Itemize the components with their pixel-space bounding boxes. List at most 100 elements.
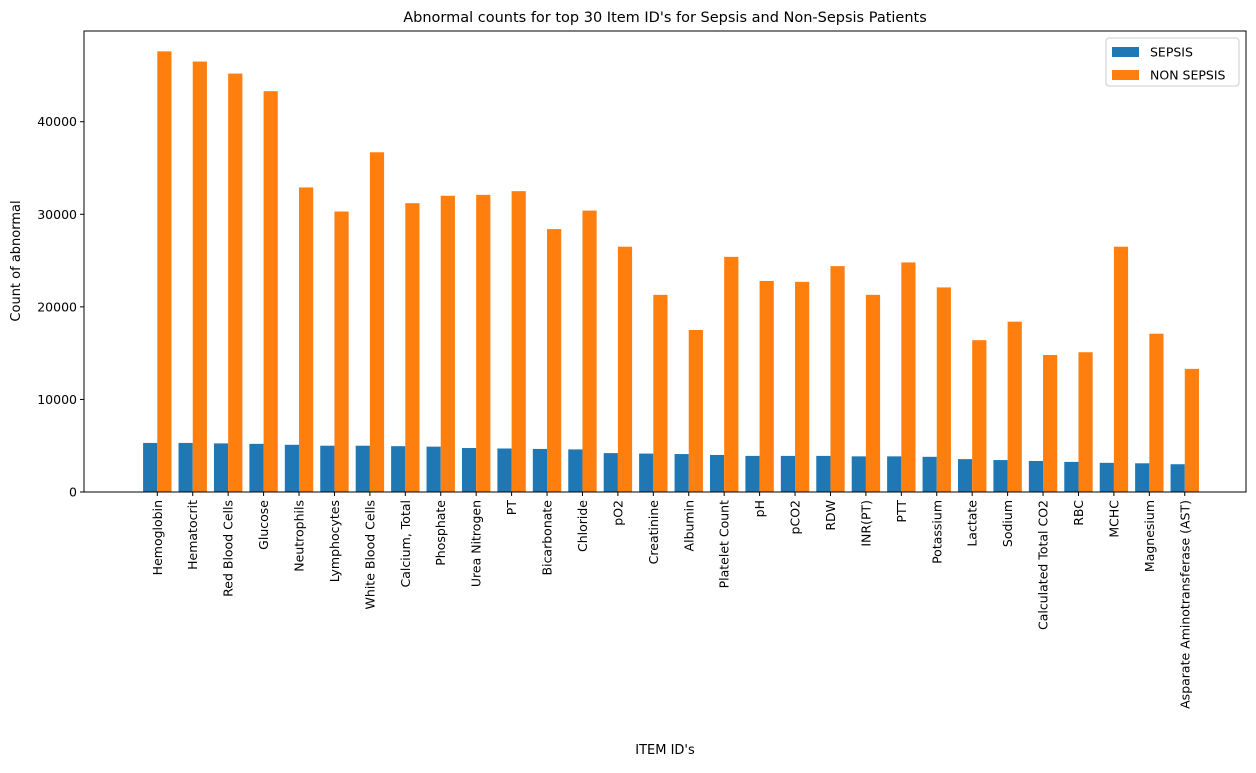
x-tick-label: Red Blood Cells xyxy=(221,500,236,597)
bar-sepsis xyxy=(887,456,902,492)
bar-sepsis xyxy=(497,448,512,492)
x-tick-label: pH xyxy=(752,500,767,517)
bar-sepsis xyxy=(709,454,725,492)
legend-swatch xyxy=(1112,70,1139,80)
bar-sepsis xyxy=(1135,463,1150,492)
bar-non-sepsis xyxy=(263,91,278,493)
bar-sepsis xyxy=(461,448,477,492)
bar-sepsis xyxy=(320,445,335,492)
y-axis-title: Count of abnormal xyxy=(9,200,24,321)
bar-non-sepsis xyxy=(1078,352,1093,492)
legend: SEPSIS NON SEPSIS xyxy=(1105,37,1240,87)
x-tick-label: RDW xyxy=(823,500,838,531)
x-tick-label: Hematocrit xyxy=(185,500,200,570)
x-tick-label: Bicarbonate xyxy=(540,500,555,576)
bar-sepsis xyxy=(780,455,796,492)
y-tick-label: 10000 xyxy=(37,392,77,407)
bar-sepsis xyxy=(745,455,760,492)
chart-title: Abnormal counts for top 30 Item ID's for… xyxy=(403,10,927,26)
bar-sepsis xyxy=(213,443,229,492)
x-tick-label: Neutrophils xyxy=(292,500,307,572)
bar-sepsis xyxy=(639,453,654,492)
legend-label: NON SEPSIS xyxy=(1150,68,1226,83)
x-tick-label: White Blood Cells xyxy=(362,500,377,609)
x-tick-label: Magnesium xyxy=(1142,500,1157,572)
x-tick-label: Lymphocytes xyxy=(327,500,342,582)
bar-sepsis xyxy=(851,456,866,492)
bar-non-sepsis xyxy=(369,152,385,492)
x-tick-label: Calcium, Total xyxy=(398,500,413,587)
bar-non-sepsis xyxy=(228,73,243,492)
bar-non-sepsis xyxy=(901,262,916,492)
bar-non-sepsis xyxy=(476,194,491,492)
y-tick-label: 0 xyxy=(69,485,77,500)
x-tick-label: Calculated Total CO2 xyxy=(1036,500,1051,630)
bar-non-sepsis xyxy=(1113,246,1129,492)
bar-non-sepsis xyxy=(440,195,455,492)
bar-non-sepsis xyxy=(1184,368,1199,492)
x-tick-label: Glucose xyxy=(256,500,271,550)
x-tick-label: Asparate Aminotransferase (AST) xyxy=(1177,500,1192,709)
bar-non-sepsis xyxy=(1149,333,1164,492)
bar-non-sepsis xyxy=(795,281,810,492)
bar-non-sepsis xyxy=(157,51,172,493)
x-tick-label: pCO2 xyxy=(788,500,803,534)
bar-sepsis xyxy=(143,442,158,492)
legend-label: SEPSIS xyxy=(1150,45,1193,60)
bar-sepsis xyxy=(603,453,618,492)
bar-sepsis xyxy=(922,456,937,492)
bar-non-sepsis xyxy=(1043,355,1058,492)
x-tick-label: Phosphate xyxy=(433,500,448,566)
x-tick-label: pO2 xyxy=(610,500,625,526)
bar-sepsis xyxy=(1064,461,1079,492)
bar-non-sepsis xyxy=(334,211,349,492)
bar-non-sepsis xyxy=(405,203,420,492)
x-axis: Hemoglobin Hematocrit Red Blood Cells Gluco… xyxy=(150,492,1192,709)
x-tick-label: Potassium xyxy=(929,500,944,564)
bar-non-sepsis xyxy=(192,61,207,493)
x-tick-label: Albumin xyxy=(681,500,696,551)
bar-non-sepsis xyxy=(830,266,845,492)
x-axis-title: ITEM ID's xyxy=(635,743,695,758)
bar-non-sepsis xyxy=(688,330,703,492)
bars-group xyxy=(143,51,1199,493)
legend-box xyxy=(1105,37,1240,87)
x-tick-label: Chloride xyxy=(575,500,590,552)
x-tick-label: PT xyxy=(504,500,519,516)
bar-sepsis xyxy=(1028,460,1044,492)
x-tick-label: PTT xyxy=(894,500,909,523)
plot-frame xyxy=(83,30,1247,493)
bar-non-sepsis xyxy=(547,229,562,492)
bar-non-sepsis xyxy=(759,280,774,492)
bar-sepsis xyxy=(993,460,1008,492)
bar-sepsis xyxy=(355,445,370,492)
bar-non-sepsis xyxy=(617,246,633,492)
bar-non-sepsis xyxy=(1007,321,1022,492)
bar-sepsis xyxy=(674,454,689,492)
x-tick-label: Hemoglobin xyxy=(150,500,165,575)
x-tick-label: Lactate xyxy=(965,500,980,547)
y-tick-label: 30000 xyxy=(37,207,77,222)
bar-non-sepsis xyxy=(936,287,951,492)
x-tick-label: MCHC xyxy=(1106,500,1121,538)
bar-sepsis xyxy=(178,442,193,492)
x-tick-label: Creatinine xyxy=(646,500,661,565)
bar-non-sepsis xyxy=(865,294,881,492)
bar-non-sepsis xyxy=(653,294,668,492)
bar-non-sepsis xyxy=(972,340,987,492)
bar-non-sepsis xyxy=(511,191,526,492)
x-tick-label: Platelet Count xyxy=(717,500,732,589)
bar-sepsis xyxy=(532,448,548,492)
bar-sepsis xyxy=(426,446,441,492)
x-tick-label: Urea Nitrogen xyxy=(469,500,484,587)
bar-sepsis xyxy=(249,443,264,492)
bar-sepsis xyxy=(284,444,300,492)
x-tick-label: RBC xyxy=(1071,500,1086,526)
x-tick-label: Sodium xyxy=(1000,500,1015,547)
bar-non-sepsis xyxy=(582,210,597,492)
x-tick-label: INR(PT) xyxy=(858,500,873,547)
bar-sepsis xyxy=(1099,462,1114,492)
bar-sepsis xyxy=(391,446,406,492)
